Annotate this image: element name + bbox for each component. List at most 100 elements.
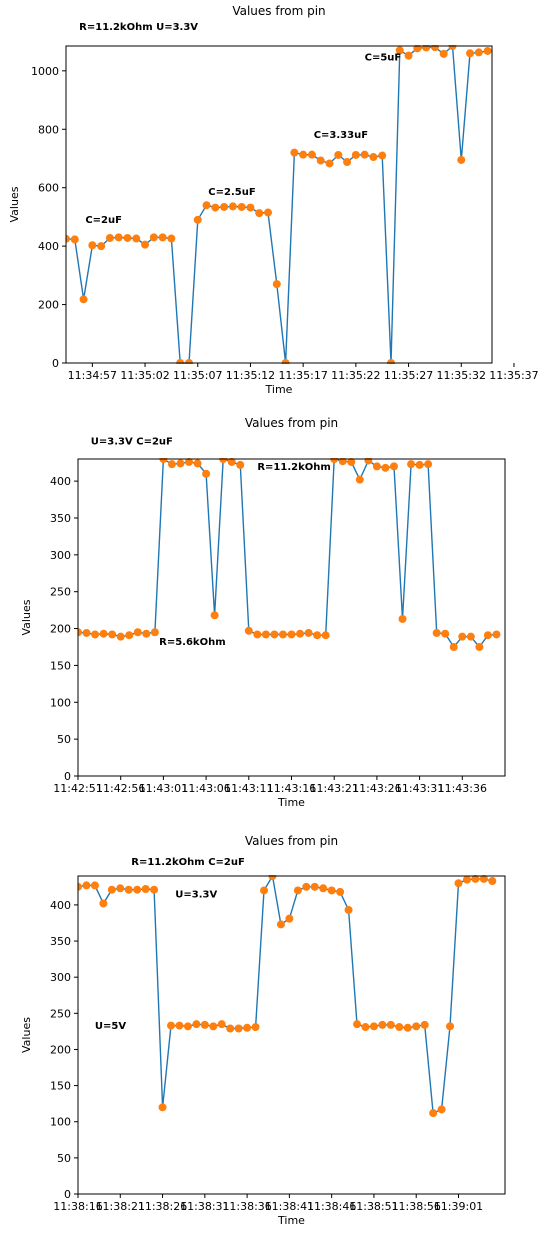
chart-1-data-point [264, 208, 273, 217]
chart-1-data-point [334, 150, 343, 159]
chart-3-data-point [310, 882, 319, 891]
chart-3-data-point [141, 885, 150, 894]
chart-1-x-tick-label: 11:35:17 [278, 369, 327, 382]
chart-2-annotation: U=3.3V C=2uF [91, 436, 173, 447]
chart-3-data-point [234, 1024, 243, 1033]
chart-1-data-point [474, 48, 483, 57]
chart-2-x-tick-label: 11:43:06 [181, 782, 230, 795]
chart-1-data-point [70, 235, 79, 244]
chart-3-annotation: U=5V [95, 1021, 126, 1032]
chart-1-data-point [79, 295, 88, 304]
chart-3-x-tick-label: 11:38:16 [53, 1200, 102, 1213]
chart-2-x-axis-label: Time [277, 796, 305, 809]
chart-2: Values from pin 0 50 100 150 200 250 300 350 400 1… [20, 416, 506, 809]
chart-2-data-point [415, 460, 424, 469]
chart-3-data-point [361, 1023, 370, 1032]
chart-1-data-point [132, 234, 141, 243]
chart-1-data-point [395, 46, 404, 55]
chart-1-data-point [492, 48, 500, 56]
chart-1-data-point [105, 233, 114, 242]
chart-3-data-point [454, 879, 463, 888]
chart-2-x-tick-label: 11:43:16 [267, 782, 316, 795]
chart-2-data-point [244, 626, 253, 635]
chart-1-data-point [202, 201, 211, 210]
chart-3-data-point [243, 1023, 252, 1032]
chart-3-data-point [82, 881, 91, 890]
chart-2-data-point [492, 630, 501, 639]
chart-2-y-tick-label: 250 [50, 586, 71, 599]
chart-2-data-point [466, 632, 475, 641]
chart-1-x-tick-label: 11:35:12 [226, 369, 275, 382]
chart-2-data-point [338, 458, 347, 466]
chart-1-data-point [351, 150, 360, 159]
chart-2-data-point [270, 630, 279, 639]
chart-1-y-tick-label: 200 [38, 299, 59, 312]
chart-3-x-tick-label: 11:38:26 [138, 1200, 187, 1213]
chart-2-annotation: R=5.6kOhm [159, 637, 225, 648]
chart-3-x-tick-label: 11:38:36 [222, 1200, 271, 1213]
chart-2-data-point [150, 628, 159, 637]
chart-3-plot-frame [77, 875, 506, 1195]
chart-2-data-point [227, 458, 236, 466]
chart-3-data-point [344, 905, 353, 914]
chart-1-x-tick-label: 11:35:32 [437, 369, 486, 382]
chart-2-data-point [99, 629, 108, 638]
chart-1-annotation: C=2.5uF [208, 187, 255, 198]
chart-3-y-tick-label: 400 [50, 899, 71, 912]
chart-3-x-tick-label: 11:38:21 [96, 1200, 145, 1213]
chart-3: Values from pin 0 50 100 150 200 250 300 350 400 1… [20, 834, 506, 1227]
chart-1-x-tick-label: 11:35:37 [489, 369, 538, 382]
chart-1-data-point [307, 150, 316, 159]
chart-2-x-tick-label: 11:43:11 [224, 782, 273, 795]
chart-3-data-point [293, 886, 302, 895]
chart-2-data-point [424, 460, 433, 469]
chart-2-data-point [441, 629, 450, 638]
chart-1-data-point [167, 234, 176, 243]
chart-3-data-point [429, 1109, 438, 1118]
chart-2-data-point [458, 632, 467, 641]
chart-2-data-point [108, 630, 117, 639]
chart-2-data-point [475, 642, 484, 651]
chart-2-data-point [78, 628, 82, 637]
chart-3-data-point [395, 1023, 404, 1032]
chart-3-data-point [420, 1020, 429, 1029]
chart-2-data-point [236, 460, 245, 469]
chart-2-x-tick-label: 11:43:36 [438, 782, 487, 795]
chart-2-y-tick-label: 200 [50, 623, 71, 636]
chart-2-data-point [398, 614, 407, 623]
chart-3-data-point [226, 1024, 235, 1033]
chart-2-y-tick-label: 350 [50, 512, 71, 525]
chart-3-y-tick-label: 150 [50, 1080, 71, 1093]
chart-2-plot-frame [77, 458, 506, 777]
chart-3-data-point [217, 1020, 226, 1029]
chart-2-data-point [483, 631, 492, 640]
chart-2-data-point [91, 630, 100, 639]
chart-1-x-tick-label: 11:35:27 [384, 369, 433, 382]
chart-3-data-point [260, 886, 269, 895]
chart-3-data-point [192, 1020, 201, 1029]
chart-3-x-tick-label: 11:38:46 [307, 1200, 356, 1213]
chart-1-x-tick-label: 11:35:02 [120, 369, 169, 382]
chart-1-data-point [316, 156, 325, 165]
chart-3-data-point [412, 1022, 421, 1031]
chart-2-data-point [261, 630, 270, 639]
chart-1-data-point [299, 150, 308, 159]
chart-1-data-point [404, 51, 413, 60]
chart-2-annotation: R=11.2kOhm [257, 462, 330, 473]
chart-1-data-point [66, 234, 70, 243]
chart-3-y-tick-label: 300 [50, 971, 71, 984]
chart-3-data-point [285, 914, 294, 923]
chart-2-data-point [304, 628, 313, 637]
chart-1-data-point [457, 155, 466, 164]
chart-1-plot-frame [65, 45, 493, 364]
chart-2-data-point [381, 463, 390, 472]
chart-3-x-tick-label: 11:38:51 [349, 1200, 398, 1213]
chart-3-y-tick-label: 0 [64, 1188, 71, 1201]
chart-1-data-point [272, 280, 281, 289]
chart-3-data-point [327, 886, 336, 895]
chart-3-data-point [386, 1020, 395, 1029]
chart-3-data-point [276, 920, 285, 929]
chart-2-data-point [116, 632, 125, 641]
chart-2-data-point [296, 629, 305, 638]
chart-2-data-point [321, 631, 330, 640]
